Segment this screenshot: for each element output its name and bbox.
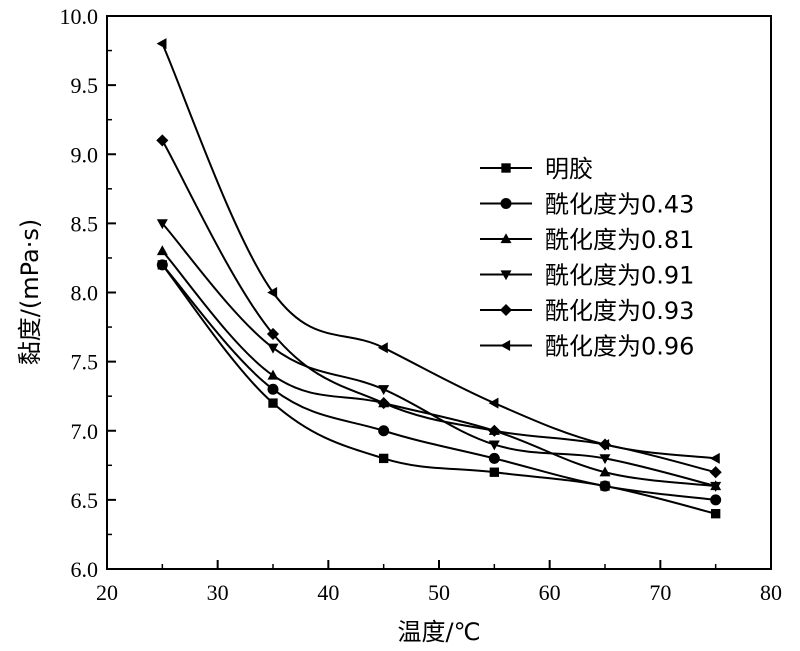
data-point [488, 397, 499, 409]
data-point [488, 452, 500, 464]
legend-label: 酰化度为0.93 [545, 297, 694, 325]
y-tick-label: 9.0 [71, 142, 99, 167]
series-line [161, 222, 716, 488]
y-axis-title: 黏度/(mPa·s) [16, 219, 44, 365]
data-point [378, 425, 390, 437]
x-tick-label: 60 [539, 580, 561, 605]
data-point [377, 342, 388, 354]
data-point [599, 466, 611, 477]
y-tick-label: 8.5 [71, 211, 99, 236]
plot-lines [161, 43, 716, 515]
legend-label: 酰化度为0.81 [545, 226, 694, 254]
data-point [710, 509, 721, 519]
data-point [377, 397, 390, 410]
data-point [488, 424, 501, 437]
y-tick-label: 7.5 [71, 350, 99, 375]
x-tick-label: 20 [96, 580, 118, 605]
x-tick-label: 70 [649, 580, 671, 605]
y-tick-label: 8.0 [71, 281, 99, 306]
legend-marker [500, 340, 511, 351]
data-point [156, 259, 168, 271]
y-tick-label: 10.0 [60, 4, 99, 29]
y-axis-ticks: 6.0 6.5 7.0 7.5 8.0 8.5 9.0 9.5 10.0 [60, 4, 116, 582]
x-axis-title: 温度/℃ [397, 618, 480, 646]
data-point [267, 343, 279, 354]
data-point [599, 439, 610, 451]
data-point [267, 383, 279, 395]
legend-marker [501, 163, 511, 173]
data-point [267, 369, 279, 380]
data-point [489, 467, 500, 477]
series-line [161, 264, 716, 501]
legend-marker [500, 198, 512, 209]
data-point [266, 327, 280, 341]
data-point [710, 494, 722, 506]
legend-marker [500, 233, 512, 244]
plot-frame [106, 15, 772, 570]
x-tick-label: 50 [428, 580, 450, 605]
data-point [156, 219, 168, 230]
legend-label: 明胶 [545, 155, 593, 183]
y-tick-label: 6.5 [71, 488, 99, 513]
x-tick-label: 30 [207, 580, 229, 605]
data-point [488, 440, 500, 451]
data-point [156, 38, 167, 50]
data-point [710, 481, 722, 492]
x-axis-ticks: 20 30 40 50 60 70 80 [96, 560, 782, 605]
x-tick-label: 80 [760, 580, 782, 605]
legend-marker [499, 303, 513, 317]
data-point [599, 454, 611, 465]
x-tick-label: 40 [317, 580, 339, 605]
data-point [156, 245, 168, 256]
data-point [709, 452, 720, 464]
data-point [268, 398, 278, 408]
legend-marker [500, 270, 512, 281]
data-point [267, 287, 278, 298]
data-point [709, 466, 722, 479]
legend-label: 酰化度为0.96 [545, 333, 694, 361]
legend-label: 酰化度为0.43 [545, 191, 694, 219]
data-point [378, 453, 389, 464]
data-point [156, 134, 169, 147]
plot-markers [156, 38, 722, 519]
data-point [378, 385, 390, 396]
y-tick-label: 6.0 [71, 557, 99, 582]
data-point [599, 480, 611, 492]
y-tick-label: 7.0 [71, 419, 99, 444]
legend-label: 酰化度为0.91 [545, 262, 694, 290]
y-tick-label: 9.5 [71, 73, 99, 98]
series-line [161, 250, 716, 488]
